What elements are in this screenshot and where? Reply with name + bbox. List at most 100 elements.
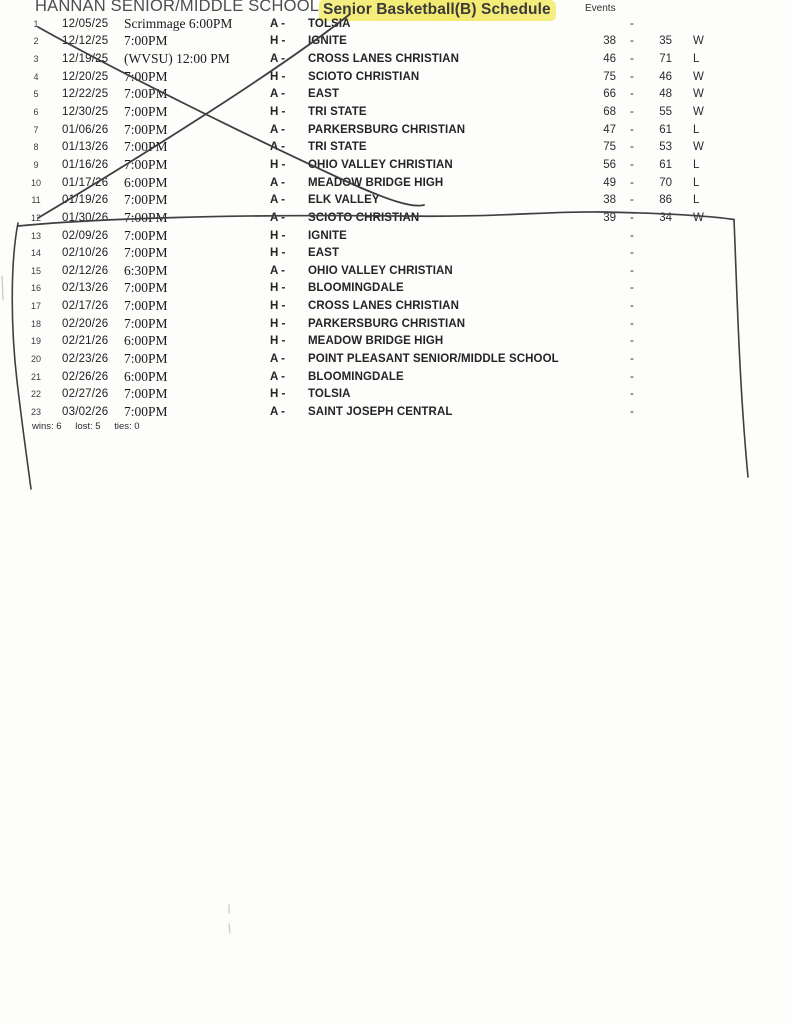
game-date: 01/16/26 — [62, 158, 109, 171]
score-separator: - — [630, 141, 634, 154]
opponent-name: OHIO VALLEY CHRISTIAN — [308, 264, 453, 277]
home-away-indicator: A - — [270, 405, 285, 418]
game-time: 7:00PM — [124, 386, 168, 402]
wins-count: wins: 6 — [32, 421, 62, 432]
score-separator: - — [630, 17, 634, 30]
score-separator: - — [630, 70, 634, 83]
score-separator: - — [630, 282, 634, 295]
home-away-indicator: A - — [270, 194, 285, 207]
school-name-heading: HANNAN SENIOR/MIDDLE SCHOOL — [35, 0, 320, 15]
score-separator: - — [630, 158, 634, 171]
opponent-name: IGNITE — [308, 35, 347, 48]
game-time: 7:00PM — [124, 403, 168, 419]
score-separator: - — [630, 53, 634, 66]
home-away-indicator: A - — [270, 141, 285, 154]
score-home: 56 — [603, 158, 616, 171]
game-number: 19 — [30, 336, 41, 347]
game-result: W — [693, 211, 704, 224]
game-date: 01/13/26 — [62, 141, 109, 154]
game-date: 02/13/26 — [62, 282, 109, 295]
game-number: 17 — [30, 301, 41, 312]
opponent-name: OHIO VALLEY CHRISTIAN — [308, 158, 453, 171]
game-result: W — [693, 35, 704, 48]
score-home: 68 — [603, 106, 616, 119]
game-time: 7:00PM — [124, 192, 168, 208]
game-time: 7:00PM — [124, 350, 168, 366]
game-date: 12/22/25 — [62, 88, 109, 101]
score-home: 46 — [603, 53, 616, 66]
game-number: 12 — [30, 212, 41, 223]
game-date: 12/05/25 — [62, 17, 109, 30]
game-number: 10 — [30, 177, 41, 188]
game-result: W — [693, 106, 704, 119]
score-home: 66 — [603, 88, 616, 101]
game-date: 12/30/25 — [62, 106, 109, 119]
table-row: 13 02/09/26 7:00PM H - IGNITE - — [0, 227, 791, 245]
game-date: 01/30/26 — [62, 211, 109, 224]
opponent-name: SCIOTO CHRISTIAN — [308, 70, 420, 83]
home-away-indicator: H - — [270, 35, 286, 48]
game-number: 9 — [33, 159, 39, 170]
home-away-indicator: H - — [270, 70, 286, 83]
table-row: 22 02/27/26 7:00PM H - TOLSIA - — [0, 385, 791, 403]
score-separator: - — [630, 405, 634, 418]
scan-artifact-tick-2 — [228, 923, 231, 934]
game-result: W — [693, 70, 704, 83]
score-home: 75 — [603, 141, 616, 154]
home-away-indicator: A - — [270, 88, 285, 101]
game-time: 7:00PM — [124, 315, 168, 331]
table-row: 20 02/23/26 7:00PM A - POINT PLEASANT SE… — [0, 350, 791, 368]
table-row: 10 01/17/26 6:00PM A - MEADOW BRIDGE HIG… — [0, 174, 791, 192]
score-separator: - — [630, 300, 634, 313]
game-result: L — [693, 194, 700, 207]
table-row: 9 01/16/26 7:00PM H - OHIO VALLEY CHRIST… — [0, 156, 791, 174]
opponent-name: BLOOMINGDALE — [308, 282, 404, 295]
score-separator: - — [630, 370, 634, 383]
game-number: 22 — [30, 389, 41, 400]
table-row: 2 12/12/25 7:00PM H - IGNITE 38 - 35 W — [0, 33, 791, 51]
game-number: 7 — [33, 124, 39, 135]
score-home: 49 — [603, 176, 616, 189]
score-away: 61 — [659, 123, 672, 136]
table-row: 11 01/19/26 7:00PM A - ELK VALLEY 38 - 8… — [0, 191, 791, 209]
game-number: 4 — [33, 71, 39, 82]
schedule-title-highlighted: Senior Basketball(B) Schedule — [319, 0, 556, 21]
game-number: 16 — [30, 283, 41, 294]
table-row: 15 02/12/26 6:30PM A - OHIO VALLEY CHRIS… — [0, 262, 791, 280]
game-result: L — [693, 53, 700, 66]
game-time: 7:00PM — [124, 139, 168, 155]
table-row: 5 12/22/25 7:00PM A - EAST 66 - 48 W — [0, 86, 791, 104]
score-separator: - — [630, 247, 634, 260]
game-date: 12/19/25 — [62, 53, 109, 66]
game-result: W — [693, 141, 704, 154]
score-separator: - — [630, 264, 634, 277]
score-separator: - — [630, 229, 634, 242]
opponent-name: SAINT JOSEPH CENTRAL — [308, 405, 453, 418]
game-date: 02/10/26 — [62, 247, 109, 260]
score-home: 38 — [603, 35, 616, 48]
score-separator: - — [630, 106, 634, 119]
score-away: 53 — [659, 141, 672, 154]
game-date: 02/26/26 — [62, 370, 109, 383]
home-away-indicator: A - — [270, 176, 285, 189]
table-row: 17 02/17/26 7:00PM H - CROSS LANES CHRIS… — [0, 297, 791, 315]
table-row: 19 02/21/26 6:00PM H - MEADOW BRIDGE HIG… — [0, 333, 791, 351]
game-date: 02/17/26 — [62, 300, 109, 313]
table-row: 21 02/26/26 6:00PM A - BLOOMINGDALE - — [0, 368, 791, 386]
game-time: 7:00PM — [124, 280, 168, 296]
home-away-indicator: A - — [270, 352, 285, 365]
home-away-indicator: H - — [270, 300, 286, 313]
score-separator: - — [630, 88, 634, 101]
opponent-name: IGNITE — [308, 229, 347, 242]
table-row: 12 01/30/26 7:00PM A - SCIOTO CHRISTIAN … — [0, 209, 791, 227]
game-date: 01/06/26 — [62, 123, 109, 136]
home-away-indicator: H - — [270, 247, 286, 260]
game-date: 02/20/26 — [62, 317, 109, 330]
opponent-name: TOLSIA — [308, 17, 351, 30]
game-time: 7:00PM — [124, 104, 168, 120]
table-row: 18 02/20/26 7:00PM H - PARKERSBURG CHRIS… — [0, 315, 791, 333]
game-date: 02/23/26 — [62, 352, 109, 365]
home-away-indicator: A - — [270, 370, 285, 383]
home-away-indicator: A - — [270, 211, 285, 224]
game-time: 7:00PM — [124, 33, 168, 49]
